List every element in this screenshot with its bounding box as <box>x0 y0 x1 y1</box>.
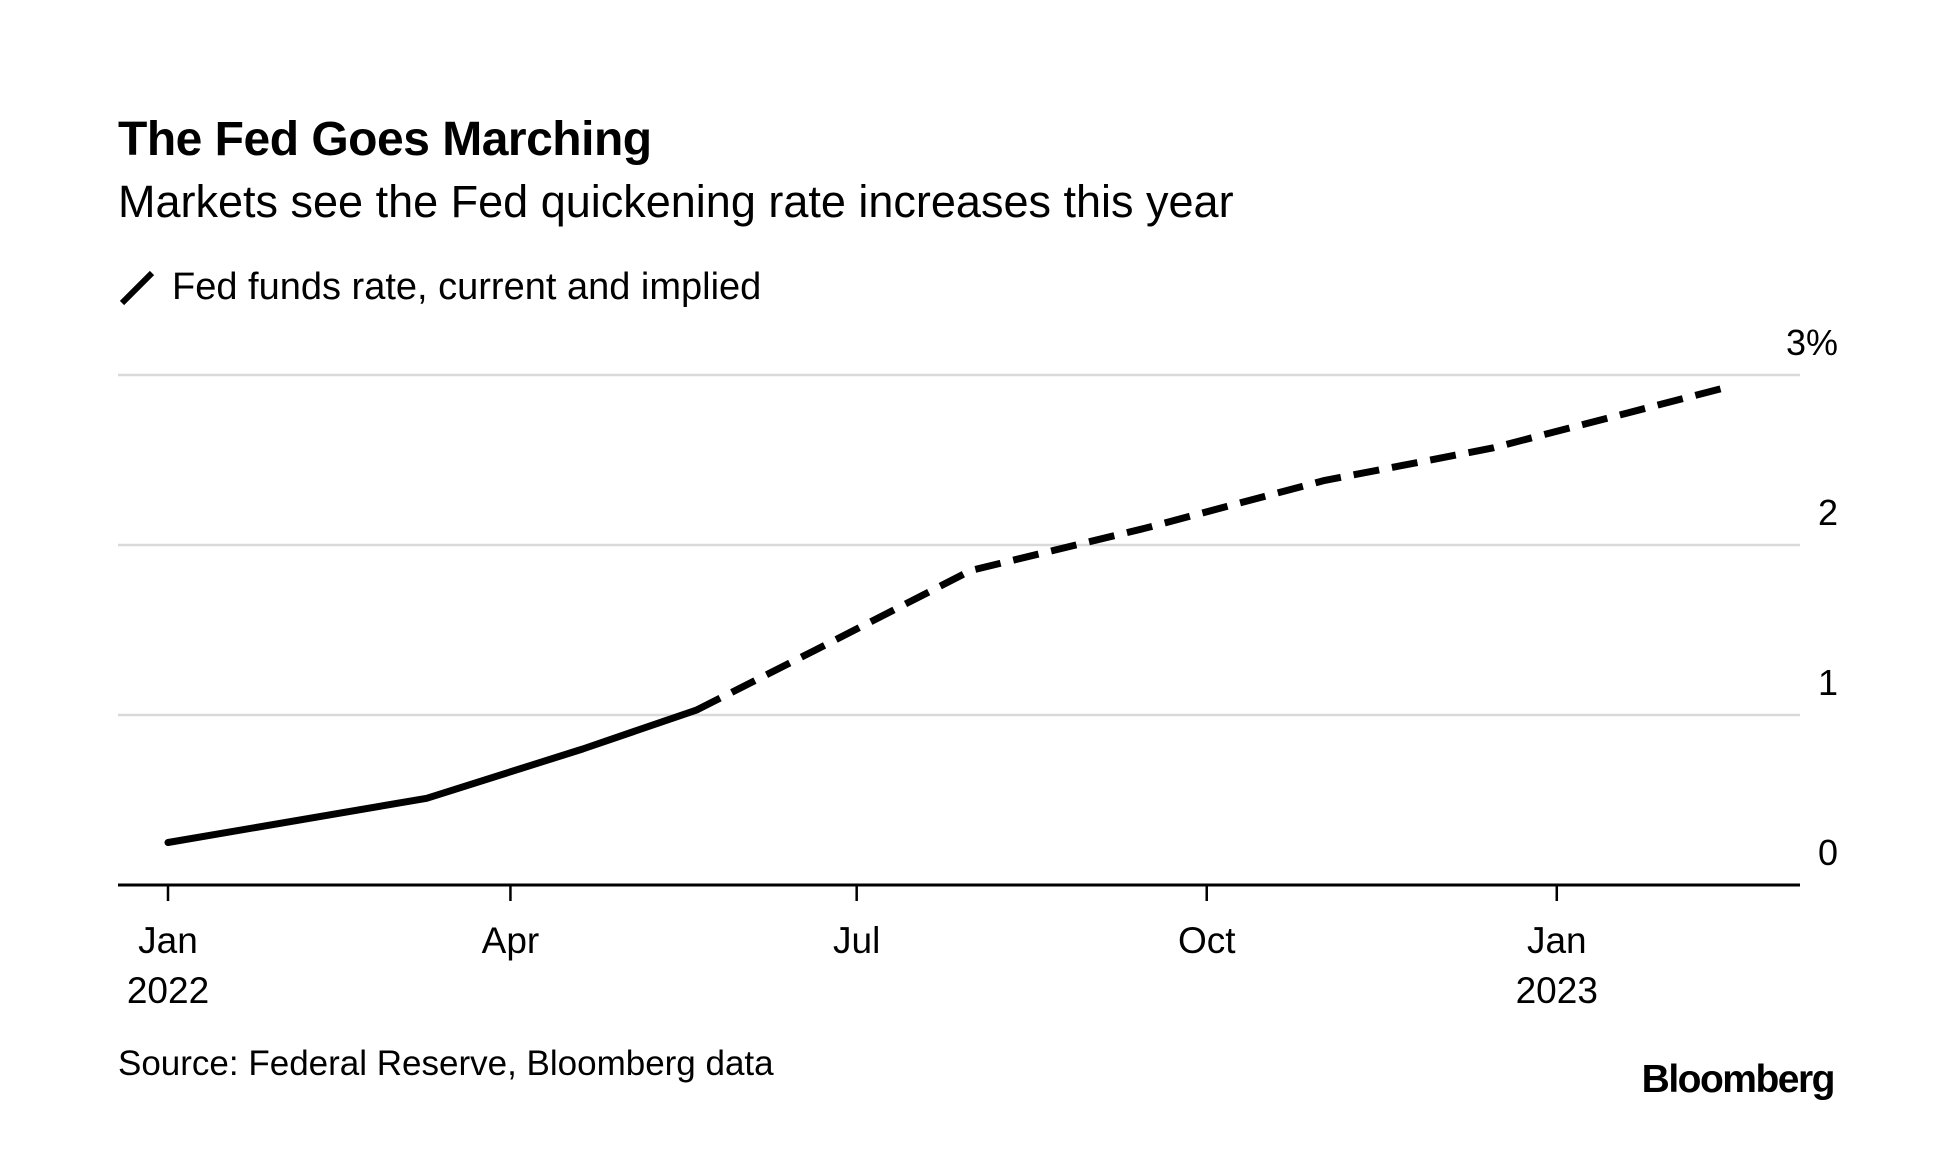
x-tick-label: Jan <box>138 920 198 961</box>
bloomberg-logo: Bloomberg <box>1641 1058 1836 1101</box>
series-line-implied <box>695 383 1729 714</box>
series-line-current <box>164 706 701 846</box>
source-note: Source: Federal Reserve, Bloomberg data <box>118 1044 774 1083</box>
gridlines <box>118 373 1800 717</box>
chart-legend: Fed funds rate, current and implied <box>118 262 761 312</box>
chart-title: The Fed Goes Marching <box>118 113 652 166</box>
y-axis-labels: 0 1 2 3% <box>1786 322 1838 873</box>
y-tick-label: 2 <box>1818 492 1838 533</box>
x-tick-sublabel: 2023 <box>1516 970 1598 1011</box>
x-axis <box>118 883 1800 901</box>
x-tick-label: Jul <box>833 920 880 961</box>
legend-line-swatch-icon <box>119 270 155 306</box>
chart-subtitle: Markets see the Fed quickening rate incr… <box>118 176 1234 227</box>
x-tick-label: Apr <box>482 920 540 961</box>
y-tick-label: 3% <box>1786 322 1838 363</box>
x-axis-labels: Jan 2022 Apr Jul Oct Jan 2023 <box>127 920 1598 1011</box>
x-tick-label: Jan <box>1527 920 1587 961</box>
series-lines <box>164 383 1729 846</box>
x-tick-label: Oct <box>1178 920 1236 961</box>
x-tick-sublabel: 2022 <box>127 970 209 1011</box>
legend-label: Fed funds rate, current and implied <box>172 265 762 308</box>
y-tick-label: 1 <box>1818 662 1838 703</box>
y-tick-label: 0 <box>1818 832 1838 873</box>
